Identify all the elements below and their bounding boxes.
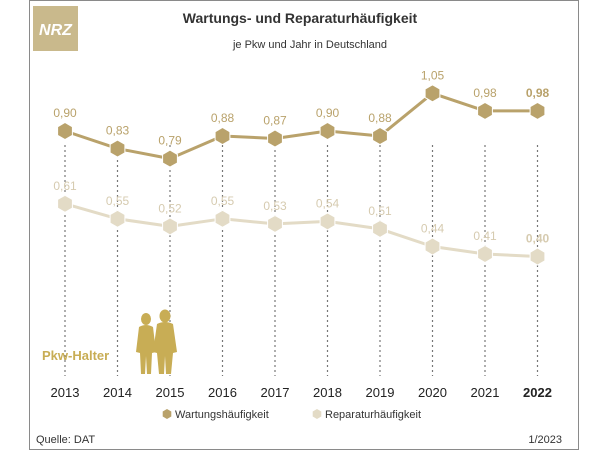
data-point-reparatur-2021: [477, 244, 493, 264]
person-right-head: [159, 309, 171, 323]
data-point-wartung-2020: [424, 84, 441, 103]
data-point-wartung-2021: [477, 101, 493, 120]
data-point-wartung-2015: [162, 149, 178, 168]
x-axis: 2013 2014 2015 2016 2017 2018 2019 2020 2021 2022: [51, 385, 552, 400]
data-label-wartung-2019: 0,88: [368, 111, 392, 125]
x-tick-label-2019: 2019: [366, 385, 395, 400]
x-tick-label-2015: 2015: [156, 385, 185, 400]
person-right-body: [153, 322, 177, 374]
series-line-wartung: [64, 91, 538, 161]
data-label-wartung-2022: 0,98: [526, 86, 550, 100]
x-tick-label-2013: 2013: [51, 385, 80, 400]
data-point-wartung-2014: [109, 139, 126, 158]
data-point-reparatur-2018: [319, 212, 336, 231]
data-point-reparatur-2015: [162, 217, 178, 236]
data-label-wartung-2021: 0,98: [473, 86, 497, 100]
person-left-head: [141, 313, 151, 325]
data-label-wartung-2015: 0,79: [158, 134, 182, 148]
data-label-reparatur-2022: 0,40: [526, 232, 550, 246]
data-label-wartung-2020: 1,05: [421, 68, 445, 82]
data-point-reparatur-2016: [214, 209, 231, 228]
legend-marker-reparatur: [312, 409, 322, 419]
legend-label-wartung: Wartungshäufigkeit: [175, 409, 269, 421]
data-point-wartung-2016: [214, 126, 231, 146]
data-point-reparatur-2014: [109, 209, 126, 228]
data-point-wartung-2019: [372, 126, 388, 146]
data-point-reparatur-2022: [529, 247, 546, 266]
data-point-wartung-2018: [319, 121, 336, 141]
person-left-body: [136, 325, 156, 374]
logo: NRZ: [33, 6, 78, 51]
people-silhouette-icon: [136, 309, 177, 374]
data-point-wartung-2013: [57, 121, 73, 141]
data-label-wartung-2016: 0,88: [211, 111, 235, 125]
chart-subtitle: je Pkw und Jahr in Deutschland: [232, 39, 387, 51]
x-tick-label-2017: 2017: [261, 385, 290, 400]
data-label-reparatur-2018: 0,54: [316, 196, 340, 210]
legend-label-reparatur: Reparaturhäufigkeit: [325, 409, 421, 421]
data-label-reparatur-2021: 0,41: [473, 229, 497, 243]
data-point-reparatur-2013: [57, 194, 73, 213]
data-label-wartung-2014: 0,83: [106, 124, 130, 138]
legend: Wartungshäufigkeit Reparaturhäufigkeit: [162, 409, 421, 421]
x-tick-label-2020: 2020: [418, 385, 447, 400]
gridlines: [64, 145, 539, 376]
data-label-wartung-2018: 0,90: [316, 106, 340, 120]
data-point-wartung-2022: [529, 101, 546, 120]
data-label-wartung-2013: 0,90: [53, 106, 77, 120]
data-point-reparatur-2017: [267, 214, 283, 233]
date-note: 1/2023: [528, 434, 562, 446]
legend-marker-wartung: [162, 409, 172, 419]
chart-title: Wartungs- und Reparaturhäufigkeit: [183, 10, 418, 26]
x-tick-label-2021: 2021: [471, 385, 500, 400]
data-label-reparatur-2019: 0,51: [368, 204, 392, 218]
chart-frame: [29, 0, 579, 450]
series-markers: [57, 84, 546, 266]
x-tick-label-2016: 2016: [208, 385, 237, 400]
series-line-reparatur: [64, 202, 538, 258]
data-label-reparatur-2017: 0,53: [263, 199, 287, 213]
x-tick-label-2022: 2022: [523, 385, 552, 400]
x-tick-label-2018: 2018: [313, 385, 342, 400]
data-label-reparatur-2020: 0,44: [421, 221, 445, 235]
logo-text: NRZ: [39, 22, 73, 39]
data-labels: 0,90 0,83 0,79 0,88 0,87 0,90 0,88 1,05 0,98 0,98…: [53, 68, 549, 245]
data-point-reparatur-2019: [372, 219, 388, 238]
data-label-reparatur-2014: 0,55: [106, 194, 130, 208]
logo-badge: [33, 6, 78, 51]
data-point-wartung-2017: [267, 129, 283, 148]
data-label-reparatur-2013: 0,61: [53, 179, 77, 193]
data-label-reparatur-2016: 0,55: [211, 194, 235, 208]
x-tick-label-2014: 2014: [103, 385, 132, 400]
data-label-reparatur-2015: 0,52: [158, 201, 182, 215]
data-point-reparatur-2020: [424, 237, 441, 256]
series-lines: [64, 91, 538, 258]
pkw-halter-label: Pkw-Halter: [42, 348, 109, 363]
source-note: Quelle: DAT: [36, 434, 95, 446]
data-label-wartung-2017: 0,87: [263, 114, 287, 128]
